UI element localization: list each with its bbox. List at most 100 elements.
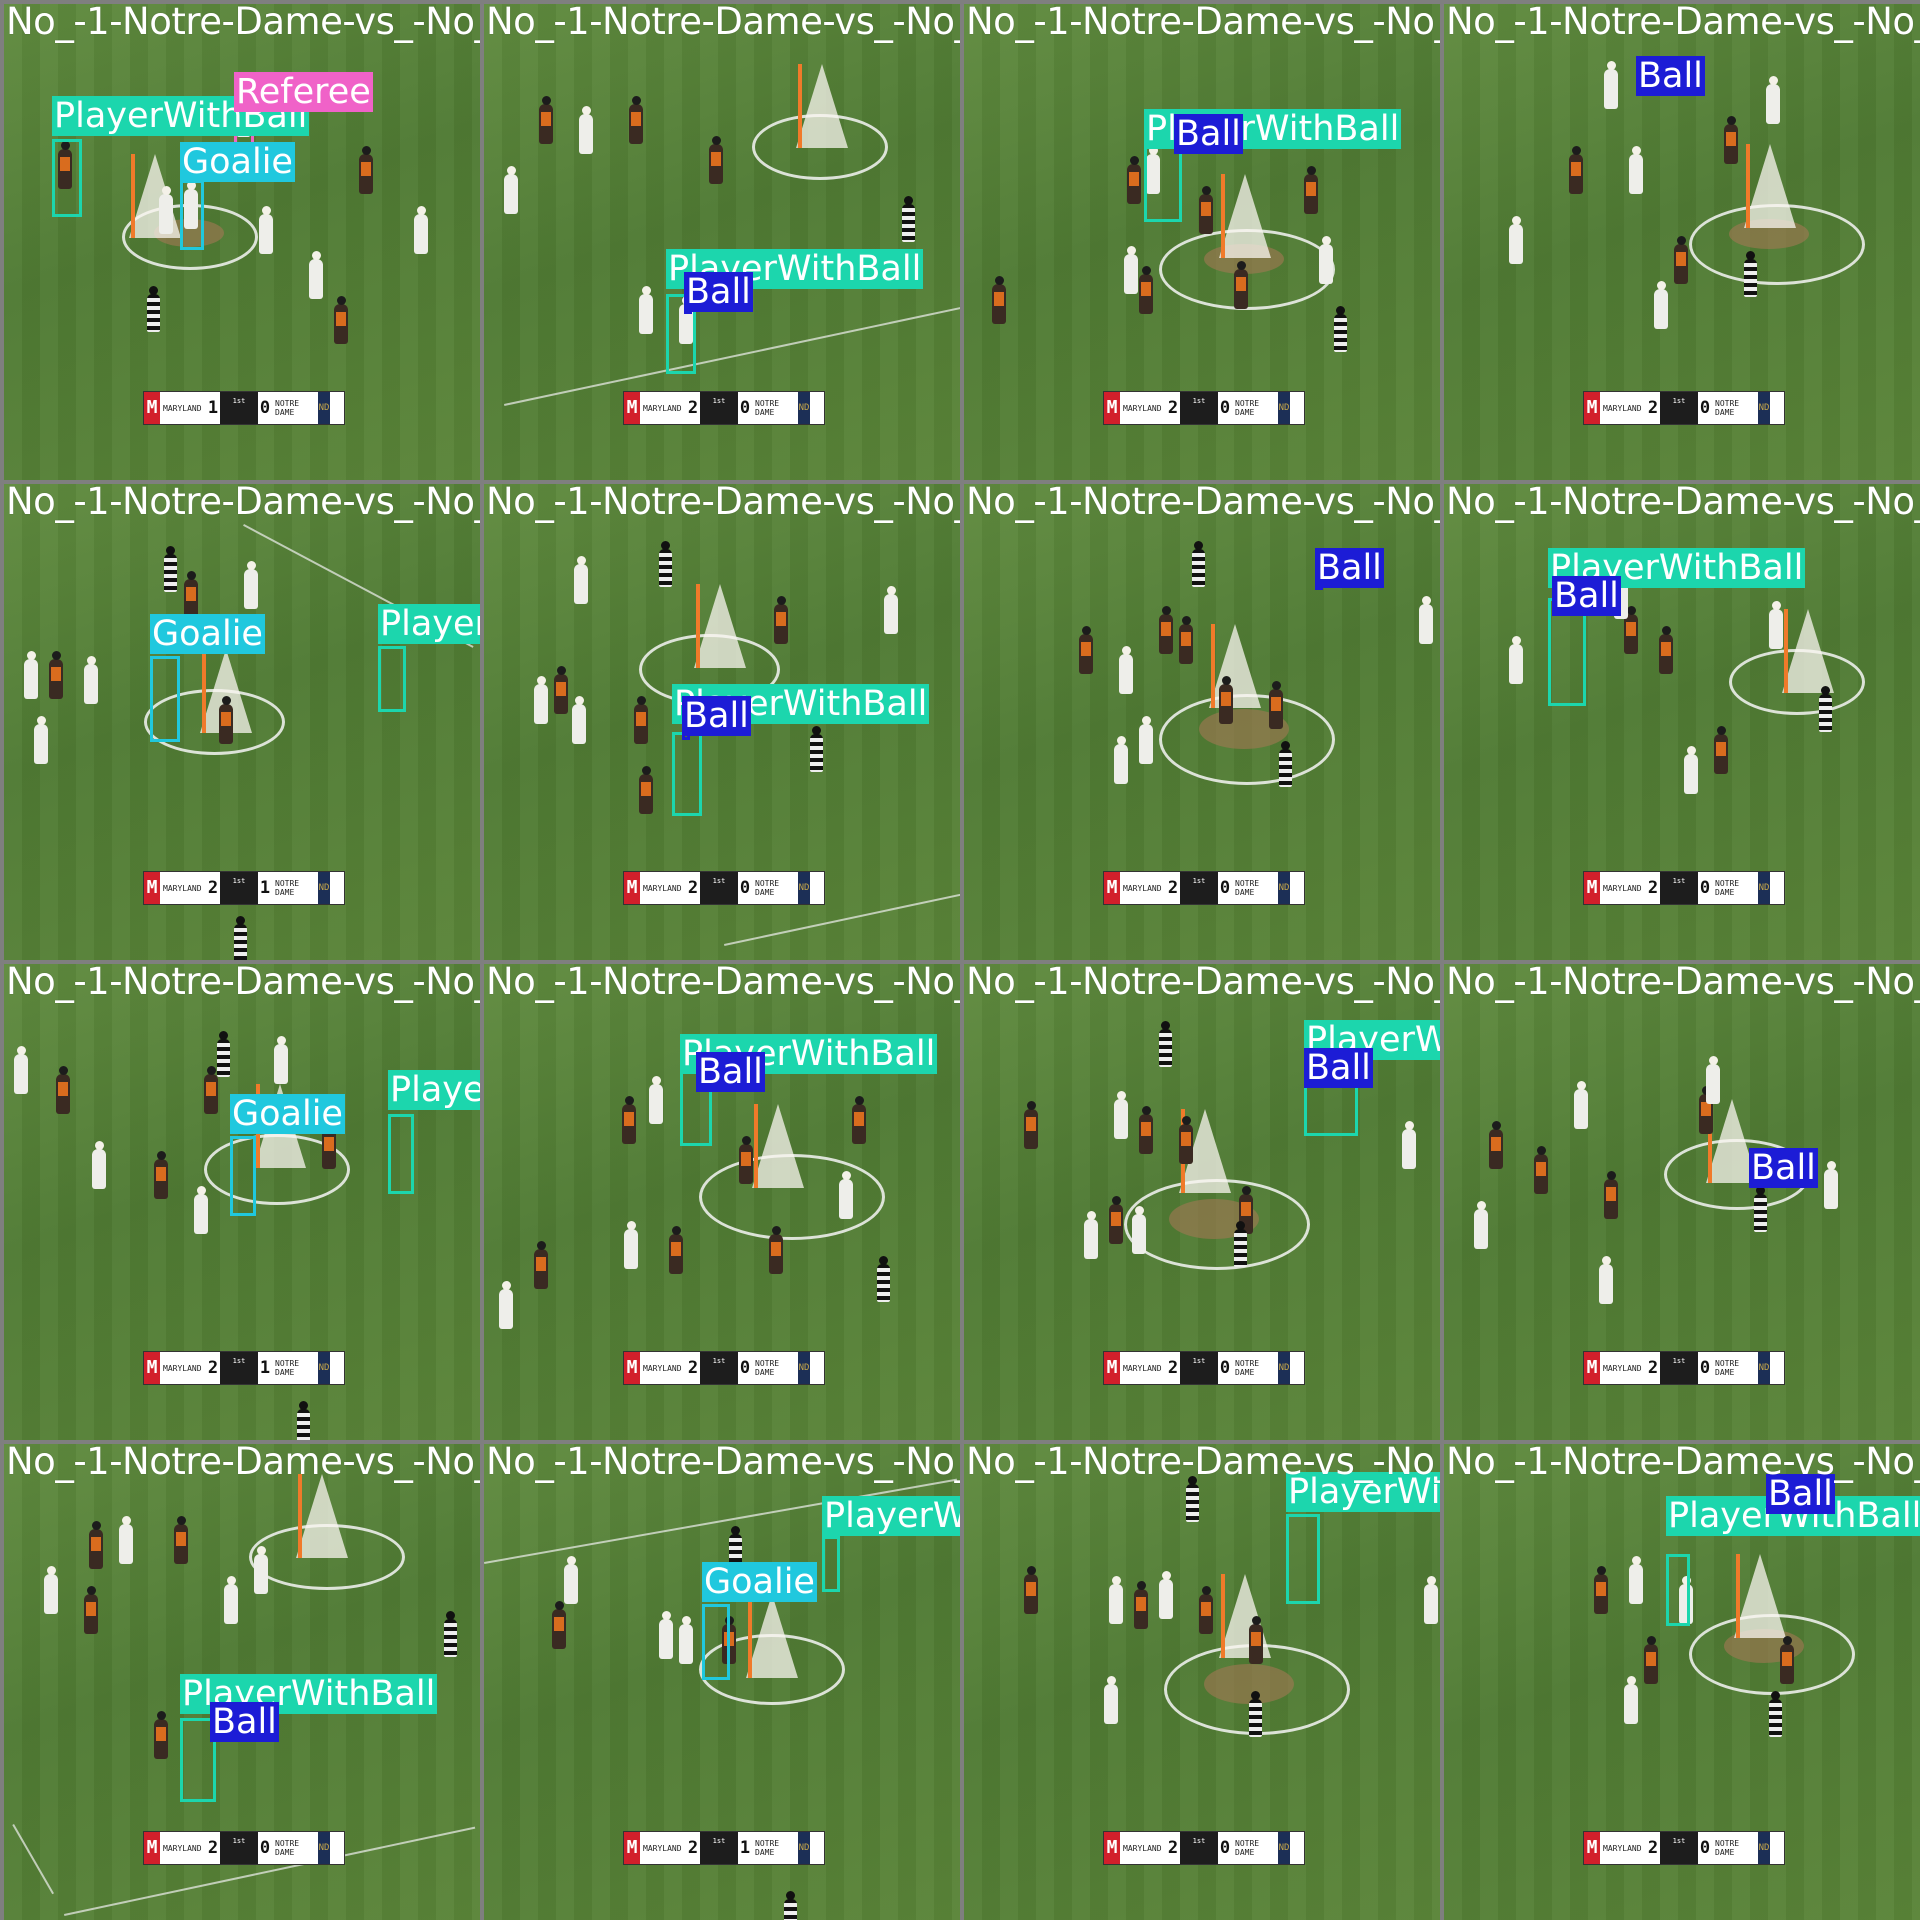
player xyxy=(244,561,258,609)
player xyxy=(1644,1636,1658,1684)
player xyxy=(1127,156,1141,204)
label-goalie: Goalie xyxy=(180,142,295,182)
player xyxy=(1604,61,1618,109)
player xyxy=(1474,1201,1488,1249)
player xyxy=(1024,1101,1038,1149)
bbox-player-with-ball xyxy=(1666,1554,1690,1626)
player xyxy=(1654,281,1668,329)
player xyxy=(1534,1146,1548,1194)
goal-net xyxy=(296,1474,348,1558)
scorebug: M MARYLAND 2 1st 0 NOTRE DAME ND xyxy=(1104,1352,1304,1384)
tile-15: No_-1-Notre-Dame-vs_-No_-7-Maryland-DNC … xyxy=(964,1444,1440,1920)
label-ball: Ball xyxy=(1304,1048,1373,1088)
label-player-with-ball: PlayerWithBall xyxy=(822,1496,960,1536)
player xyxy=(504,166,518,214)
player xyxy=(884,586,898,634)
tile-title: No_-1-Notre-Dame-vs_-No_-7-Maryland-DNC xyxy=(966,964,1440,1003)
referee-figure xyxy=(234,916,247,960)
tile-3: No_-1-Notre-Dame-vs_-No_-7-Maryland-DNC … xyxy=(964,4,1440,480)
player xyxy=(1249,1616,1263,1664)
referee-figure xyxy=(444,1611,457,1657)
tile-title: No_-1-Notre-Dame-vs_-No_-7-Maryland-DNC xyxy=(966,484,1440,523)
label-ball: Ball xyxy=(1636,56,1705,96)
player xyxy=(1114,1091,1128,1139)
tile-title: No_-1-Notre-Dame-vs_-No_-7-Maryland-DNC xyxy=(486,4,960,43)
referee-figure xyxy=(1192,541,1205,587)
label-goalie: Goalie xyxy=(230,1094,345,1134)
player xyxy=(554,666,568,714)
player xyxy=(669,1226,683,1274)
tile-10: No_-1-Notre-Dame-vs_-No_-7-Maryland-DNC … xyxy=(484,964,960,1440)
label-goalie: Goalie xyxy=(702,1562,817,1602)
player xyxy=(709,136,723,184)
player xyxy=(769,1226,783,1274)
player xyxy=(1159,606,1173,654)
player xyxy=(359,146,373,194)
player xyxy=(154,1711,168,1759)
scorebug: M MARYLAND 2 1st 0 NOTRE DAME ND xyxy=(144,1832,344,1864)
player xyxy=(309,251,323,299)
goal-net xyxy=(746,1594,798,1678)
referee-figure xyxy=(217,1031,230,1077)
player xyxy=(1139,266,1153,314)
player xyxy=(92,1141,106,1189)
player xyxy=(1234,261,1248,309)
player xyxy=(254,1546,268,1594)
label-goalie: Goalie xyxy=(150,614,265,654)
player xyxy=(1159,1571,1173,1619)
label-ball: Ball xyxy=(1315,548,1384,588)
player xyxy=(1604,1171,1618,1219)
player xyxy=(1766,76,1780,124)
label-ball: Ball xyxy=(1552,576,1621,616)
scorebug: M MARYLAND 2 1st 0 NOTRE DAME ND xyxy=(1584,392,1784,424)
player xyxy=(1714,726,1728,774)
goal-net xyxy=(752,1104,804,1188)
referee-figure xyxy=(784,1891,797,1920)
player xyxy=(1179,1116,1193,1164)
player xyxy=(839,1171,853,1219)
player xyxy=(1269,681,1283,729)
tile-title: No_-1-Notre-Dame-vs_-No_-7-Maryland-DNC xyxy=(486,964,960,1003)
player xyxy=(622,1096,636,1144)
referee-figure xyxy=(877,1256,890,1302)
player xyxy=(1489,1121,1503,1169)
player xyxy=(634,696,648,744)
player xyxy=(534,1241,548,1289)
label-player-with-ball: PlayerWithBall xyxy=(1286,1472,1440,1512)
player xyxy=(322,1121,336,1169)
goal-net xyxy=(1219,174,1271,258)
player xyxy=(639,286,653,334)
referee-figure xyxy=(1334,306,1347,352)
scorebug: M MARYLAND 2 1st 0 NOTRE DAME ND xyxy=(1584,1832,1784,1864)
player xyxy=(1402,1121,1416,1169)
player xyxy=(1424,1576,1438,1624)
player xyxy=(579,106,593,154)
player xyxy=(624,1221,638,1269)
player xyxy=(14,1046,28,1094)
tile-title: No_-1-Notre-Dame-vs_-No_-7-Maryland-DNC xyxy=(966,4,1440,43)
player xyxy=(1139,1106,1153,1154)
referee-figure xyxy=(902,196,915,242)
referee-figure xyxy=(1279,741,1292,787)
bbox-goalie xyxy=(702,1604,730,1680)
player xyxy=(219,696,233,744)
player xyxy=(1574,1081,1588,1129)
player xyxy=(1119,646,1133,694)
tile-12: No_-1-Notre-Dame-vs_-No_-7-Maryland-DNC … xyxy=(1444,964,1920,1440)
tile-title: No_-1-Notre-Dame-vs_-No_-7-Maryland-DNC xyxy=(486,484,960,523)
scorebug: M MARYLAND 2 1st 0 NOTRE DAME ND xyxy=(624,1352,824,1384)
scorebug: M MARYLAND 2 1st 0 NOTRE DAME ND xyxy=(1104,1832,1304,1864)
player xyxy=(1599,1256,1613,1304)
tile-8: No_-1-Notre-Dame-vs_-No_-7-Maryland-DNC … xyxy=(1444,484,1920,960)
player xyxy=(84,1586,98,1634)
player xyxy=(1199,186,1213,234)
tile-title: No_-1-Notre-Dame-vs_-No_-7-Maryland-DNC xyxy=(6,964,480,1003)
bbox-player-with-ball xyxy=(822,1536,840,1592)
tile-7: No_-1-Notre-Dame-vs_-No_-7-Maryland-DNC … xyxy=(964,484,1440,960)
referee-figure xyxy=(297,1401,310,1440)
player xyxy=(1624,1676,1638,1724)
bbox-goalie xyxy=(180,180,204,250)
referee-figure xyxy=(659,541,672,587)
tile-13: No_-1-Notre-Dame-vs_-No_-7-Maryland-DNC … xyxy=(4,1444,480,1920)
